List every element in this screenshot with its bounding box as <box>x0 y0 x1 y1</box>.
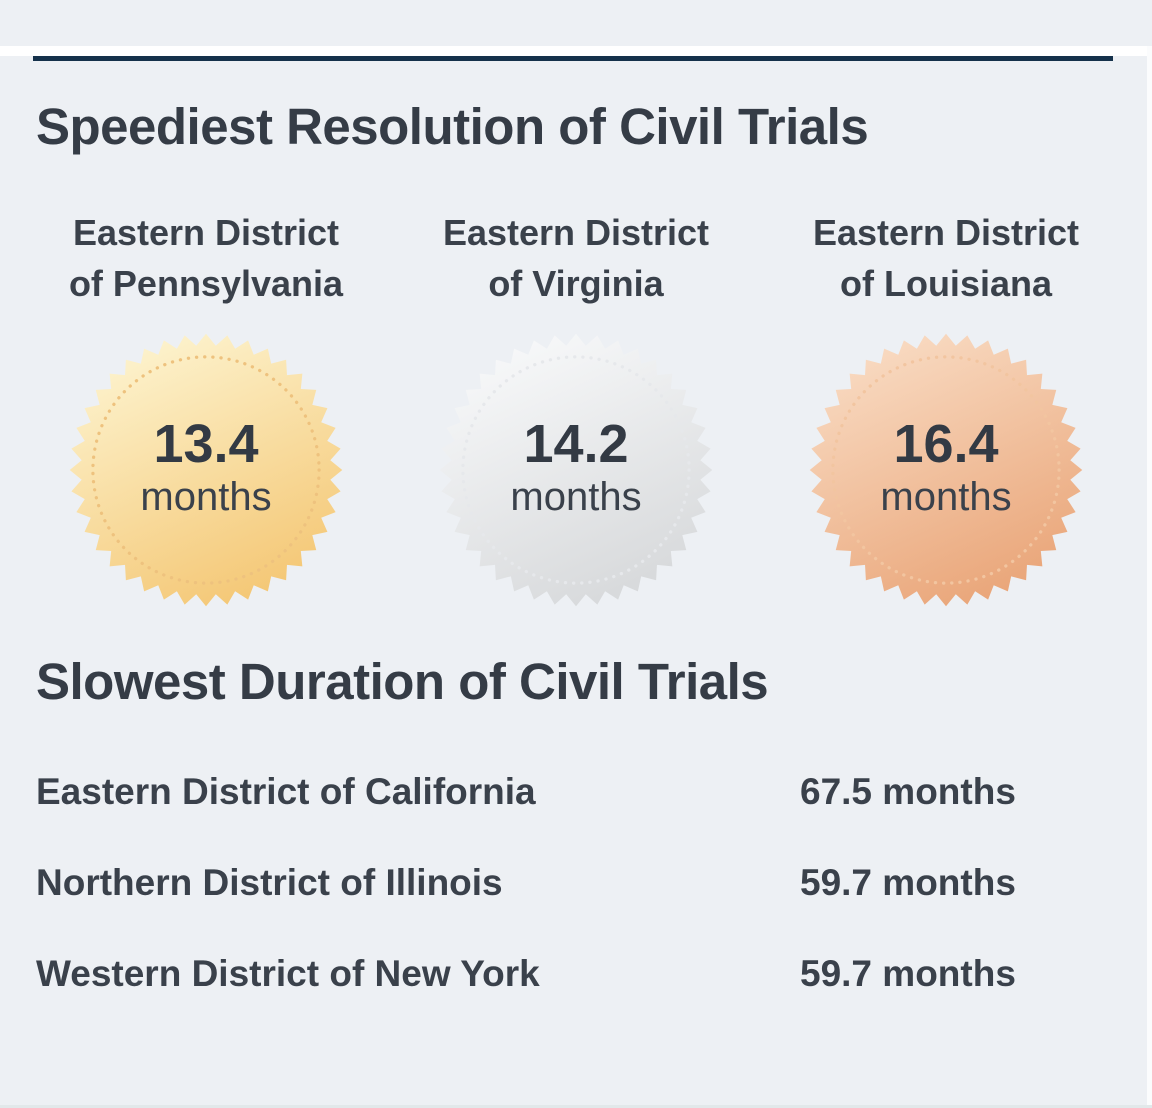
district-label: Eastern District of Louisiana <box>812 212 1080 305</box>
duration-value: 67.5 months <box>800 770 1016 812</box>
table-row: Northern District of Illinois 59.7 month… <box>36 862 1116 904</box>
gold-seal-icon <box>69 334 343 607</box>
duration-value: 59.7 months <box>800 952 1016 994</box>
district-name: Western District of New York <box>36 952 540 994</box>
duration-value: 14.2 months <box>510 413 642 520</box>
district-label: Eastern District of Pennsylvania <box>68 212 344 305</box>
district-name: Eastern District of California <box>36 770 536 812</box>
top-white-margin <box>0 46 1152 56</box>
duration-value: 13.4 months <box>140 413 272 520</box>
silver-seal-icon <box>439 334 713 607</box>
bronze-medal-badge: 16.4 months <box>807 331 1085 609</box>
silver-medal-badge: 14.2 months <box>437 331 715 609</box>
medal-row: Eastern District of Pennsylvania 13.4 mo… <box>0 207 1152 609</box>
medal-column-virginia: Eastern District of Virginia 14.2 months <box>391 207 761 609</box>
table-row: Eastern District of California 67.5 mont… <box>36 771 1116 813</box>
duration-value: 59.7 months <box>800 861 1016 903</box>
slowest-section-title: Slowest Duration of Civil Trials <box>36 653 769 711</box>
speediest-section-title: Speediest Resolution of Civil Trials <box>36 98 869 155</box>
slowest-table: Eastern District of California 67.5 mont… <box>0 771 1152 995</box>
right-white-margin <box>1147 46 1152 1108</box>
medal-column-pennsylvania: Eastern District of Pennsylvania 13.4 mo… <box>21 207 391 609</box>
district-name: Northern District of Illinois <box>36 861 503 903</box>
bronze-seal-icon <box>809 334 1083 607</box>
duration-value: 16.4 months <box>880 413 1012 520</box>
table-row: Western District of New York 59.7 months <box>36 953 1116 995</box>
district-label: Eastern District of Virginia <box>442 212 710 305</box>
medal-column-louisiana: Eastern District of Louisiana 16.4 month… <box>761 207 1131 609</box>
gold-medal-badge: 13.4 months <box>67 331 345 609</box>
